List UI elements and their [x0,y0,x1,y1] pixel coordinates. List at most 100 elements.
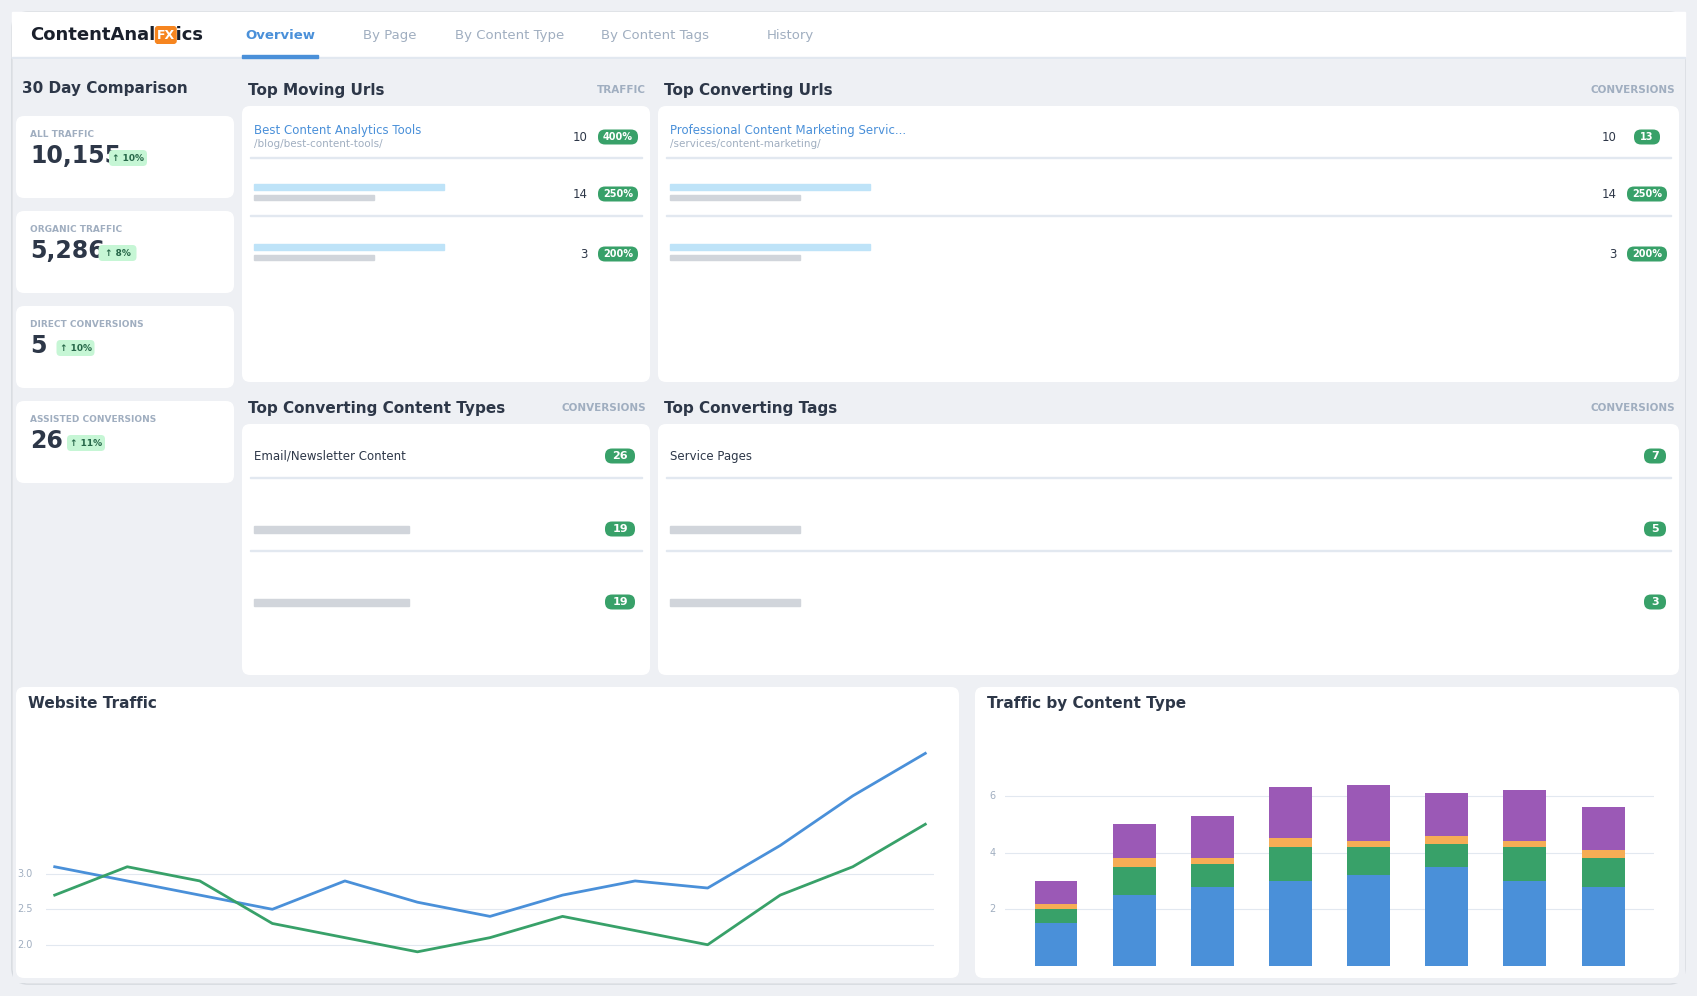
Bar [1113,825,1156,859]
Bar [1269,788,1312,839]
Bar [255,526,409,533]
Bar [12,57,1685,58]
Text: Best Content Analytics Tools: Best Content Analytics Tools [255,124,421,136]
Text: ORGANIC TRAFFIC: ORGANIC TRAFFIC [31,224,122,233]
FancyBboxPatch shape [109,150,148,166]
Text: /services/content-marketing/: /services/content-marketing/ [670,139,821,149]
Bar [1035,909,1078,923]
Text: 10: 10 [574,130,587,143]
Text: 400%: 400% [602,132,633,142]
Text: 250%: 250% [602,189,633,199]
FancyBboxPatch shape [658,424,1678,675]
FancyBboxPatch shape [1644,522,1666,537]
Bar [249,550,641,551]
Text: Service Pages: Service Pages [670,449,752,462]
Bar [249,157,641,158]
FancyBboxPatch shape [66,435,105,451]
Text: 2: 2 [989,904,994,914]
Text: 4: 4 [989,848,994,858]
Bar [1582,850,1624,859]
Bar [12,12,1685,58]
Bar [255,255,373,260]
Bar [1191,886,1234,966]
Text: 3: 3 [1610,247,1617,261]
Text: Website Traffic: Website Traffic [27,695,156,710]
Text: /blog/best-content-tools/: /blog/best-content-tools/ [255,139,382,149]
Bar [1347,785,1390,842]
Text: 26: 26 [613,451,628,461]
Bar [1425,844,1468,867]
Bar [1191,816,1234,859]
Bar [670,599,799,606]
Bar [665,215,1672,216]
Bar [1191,859,1234,864]
Bar [255,244,445,250]
Bar [1113,895,1156,966]
Text: ASSISTED CONVERSIONS: ASSISTED CONVERSIONS [31,414,156,423]
Bar [255,184,445,190]
Text: 5,286: 5,286 [31,239,105,263]
FancyBboxPatch shape [1627,186,1666,201]
Bar [1269,847,1312,880]
FancyBboxPatch shape [15,116,234,198]
Text: Traffic by Content Type: Traffic by Content Type [988,695,1186,710]
Text: FX: FX [156,29,175,42]
Text: ContentAnalytics: ContentAnalytics [31,26,204,44]
FancyBboxPatch shape [56,340,95,356]
Text: ↑ 8%: ↑ 8% [105,248,131,258]
Text: 3: 3 [580,247,587,261]
Text: Top Converting Content Types: Top Converting Content Types [248,400,506,415]
Bar [1035,903,1078,909]
Text: Email/Newsletter Content: Email/Newsletter Content [255,449,406,462]
Text: ↑ 11%: ↑ 11% [70,438,102,447]
FancyBboxPatch shape [15,687,959,978]
Text: 26: 26 [31,429,63,453]
Bar [1504,880,1546,966]
Bar [1113,859,1156,867]
Text: 14: 14 [574,187,587,200]
Text: 200%: 200% [1633,249,1661,259]
FancyBboxPatch shape [1634,129,1660,144]
Text: 30 Day Comparison: 30 Day Comparison [22,81,188,96]
Text: CONVERSIONS: CONVERSIONS [562,403,647,413]
Text: History: History [767,29,813,42]
FancyBboxPatch shape [606,448,635,463]
Text: Top Converting Urls: Top Converting Urls [664,83,833,98]
FancyBboxPatch shape [243,106,650,382]
FancyBboxPatch shape [597,186,638,201]
Text: 13: 13 [1641,132,1655,142]
Bar [670,244,871,250]
Bar [243,55,317,58]
FancyBboxPatch shape [1627,246,1666,262]
FancyBboxPatch shape [606,595,635,610]
Text: By Content Type: By Content Type [455,29,565,42]
Text: By Page: By Page [363,29,417,42]
FancyBboxPatch shape [12,12,1685,984]
Text: 10,155: 10,155 [31,144,120,168]
Bar [255,195,373,200]
Bar [1347,875,1390,966]
Bar [1191,864,1234,886]
Text: DIRECT CONVERSIONS: DIRECT CONVERSIONS [31,320,144,329]
Text: 5: 5 [31,334,46,358]
FancyBboxPatch shape [15,211,234,293]
Bar [1347,847,1390,875]
Bar [670,255,799,260]
Text: TRAFFIC: TRAFFIC [597,85,647,95]
FancyBboxPatch shape [15,306,234,388]
Bar [1504,842,1546,847]
Text: CONVERSIONS: CONVERSIONS [1590,85,1675,95]
FancyBboxPatch shape [606,522,635,537]
Bar [670,195,799,200]
FancyBboxPatch shape [243,424,650,675]
Text: 14: 14 [1602,187,1617,200]
Bar [249,477,641,478]
Text: By Content Tags: By Content Tags [601,29,709,42]
Text: 3.0: 3.0 [17,869,32,878]
Text: 19: 19 [613,597,628,607]
Text: ALL TRAFFIC: ALL TRAFFIC [31,129,93,138]
Bar [255,599,409,606]
Text: ↑ 10%: ↑ 10% [112,153,144,162]
Bar [665,550,1672,551]
Bar [1035,923,1078,966]
